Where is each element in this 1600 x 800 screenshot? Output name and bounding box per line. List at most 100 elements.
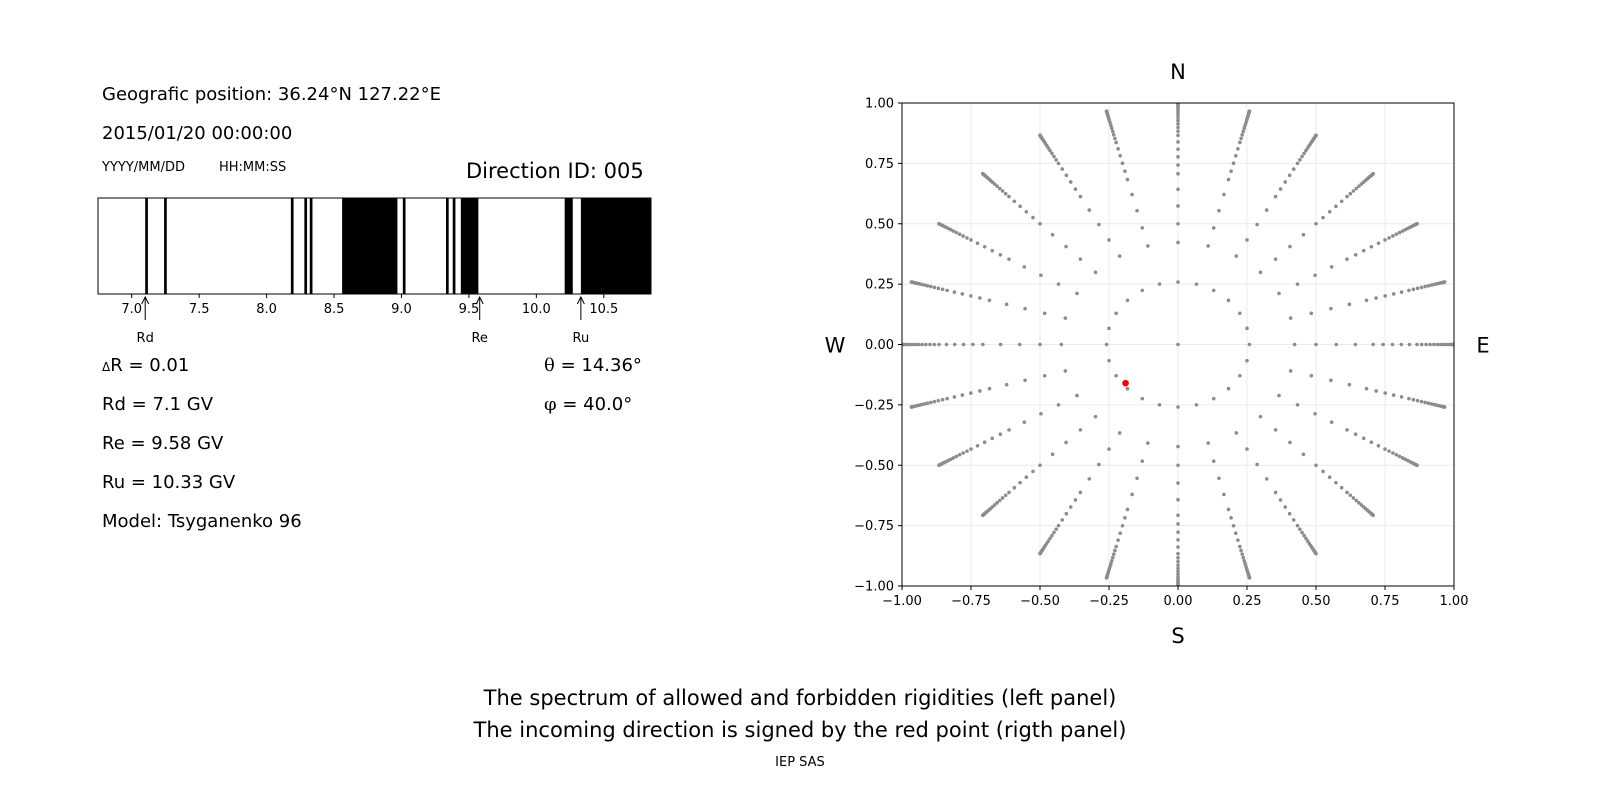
direction-point — [969, 447, 973, 451]
direction-point — [1415, 398, 1420, 403]
direction-point — [1239, 136, 1243, 141]
direction-point — [1130, 192, 1134, 197]
direction-point — [1345, 490, 1349, 495]
direction-point — [1050, 232, 1055, 237]
direction-point — [998, 342, 1003, 347]
direction-point — [1004, 302, 1009, 307]
direction-point — [1245, 238, 1249, 242]
direction-point — [1211, 459, 1216, 463]
direction-point — [1239, 548, 1243, 553]
incoming-direction-chart: −1.00−1.00 −0.75 −0.75 −0.50 −0.50 −0.25 −0.25… — [825, 60, 1490, 648]
direction-point — [981, 513, 985, 518]
direction-point — [1226, 507, 1231, 512]
theta-text: = 14.36° — [554, 355, 642, 376]
direction-point — [1022, 420, 1027, 424]
direction-point — [909, 280, 914, 284]
direction-point — [925, 401, 930, 406]
direction-point — [1236, 538, 1240, 542]
direction-point — [1327, 475, 1332, 480]
direction-point — [1039, 273, 1043, 278]
direction-point — [1078, 194, 1083, 199]
direction-point — [1295, 403, 1300, 407]
direction-point — [1353, 342, 1358, 347]
direction-point — [1391, 393, 1396, 397]
direction-point — [1288, 244, 1292, 249]
direction-point — [1050, 533, 1054, 538]
direction-point — [1400, 456, 1405, 460]
direction-point — [965, 449, 969, 453]
direction-point — [1383, 238, 1387, 242]
direction-point — [1087, 208, 1092, 212]
direction-point — [1087, 477, 1092, 481]
direction-point — [1442, 405, 1447, 409]
direction-point — [1441, 342, 1446, 347]
direction-point — [1229, 169, 1233, 173]
direction-point — [1140, 396, 1145, 401]
direction-point — [1371, 513, 1375, 518]
direction-point — [1345, 257, 1349, 261]
direction-point — [1059, 342, 1064, 347]
direction-point — [1245, 358, 1249, 363]
direction-point — [1176, 204, 1180, 208]
direction-point — [945, 396, 949, 401]
direction-point — [1075, 291, 1079, 296]
direction-point — [1007, 490, 1011, 495]
caption-left-panel: The spectrum of allowed and forbidden ri… — [483, 686, 1117, 710]
y-tick-label: −1.00 — [854, 580, 894, 595]
direction-point — [1023, 306, 1027, 311]
phi-text: = 40.0° — [556, 394, 633, 415]
direction-point — [1107, 358, 1111, 363]
direction-point — [1060, 167, 1065, 171]
direction-point — [1050, 452, 1055, 457]
direction-point — [1394, 453, 1399, 457]
x-tick-label: 9.5 — [459, 302, 480, 317]
direction-point — [1068, 180, 1073, 184]
direction-point — [954, 454, 959, 459]
compass-north: N — [1170, 60, 1186, 84]
direction-point — [1361, 248, 1366, 253]
direction-point — [1419, 399, 1424, 404]
direction-point — [1078, 428, 1083, 432]
direction-point — [1140, 288, 1145, 293]
direction-point — [1007, 194, 1011, 199]
direction-point — [1176, 133, 1180, 138]
direction-point — [1411, 397, 1416, 402]
direction-point — [1329, 420, 1334, 424]
marker-arrow-head — [475, 295, 484, 305]
delta-r-text: R = 0.01 — [110, 355, 190, 376]
theta-symbol: θ — [544, 355, 555, 376]
direction-point — [1222, 192, 1226, 197]
direction-point — [1238, 373, 1242, 378]
direction-point — [997, 186, 1002, 191]
direction-point — [1357, 501, 1361, 505]
direction-point — [1390, 342, 1395, 347]
direction-point — [929, 400, 933, 405]
delta-symbol: Δ — [102, 360, 111, 374]
direction-point — [975, 241, 980, 246]
direction-point — [1353, 432, 1358, 437]
direction-point — [1381, 342, 1385, 347]
direction-point — [1004, 382, 1009, 387]
direction-point — [1176, 405, 1180, 409]
x-tick-label: −0.75 — [951, 594, 991, 609]
forbidden-band — [164, 198, 167, 294]
direction-point — [1116, 147, 1120, 151]
rd-value: Rd = 7.1 GV — [102, 394, 214, 415]
direction-point — [1242, 126, 1247, 131]
direction-point — [1130, 492, 1134, 497]
direction-point — [1176, 280, 1180, 284]
direction-point — [1110, 555, 1115, 560]
direction-point — [1273, 194, 1278, 199]
direction-point — [1012, 485, 1017, 490]
direction-point — [957, 232, 962, 236]
direction-point — [1012, 199, 1017, 204]
y-tick-label: 0.75 — [865, 157, 894, 172]
direction-point — [1424, 342, 1428, 347]
direction-point — [1056, 161, 1061, 166]
x-tick-label: 0.50 — [1302, 594, 1331, 609]
direction-point — [1206, 441, 1210, 445]
direction-point — [1176, 118, 1180, 123]
direction-point — [920, 342, 924, 347]
direction-point — [1397, 454, 1402, 459]
direction-point — [1024, 475, 1029, 480]
